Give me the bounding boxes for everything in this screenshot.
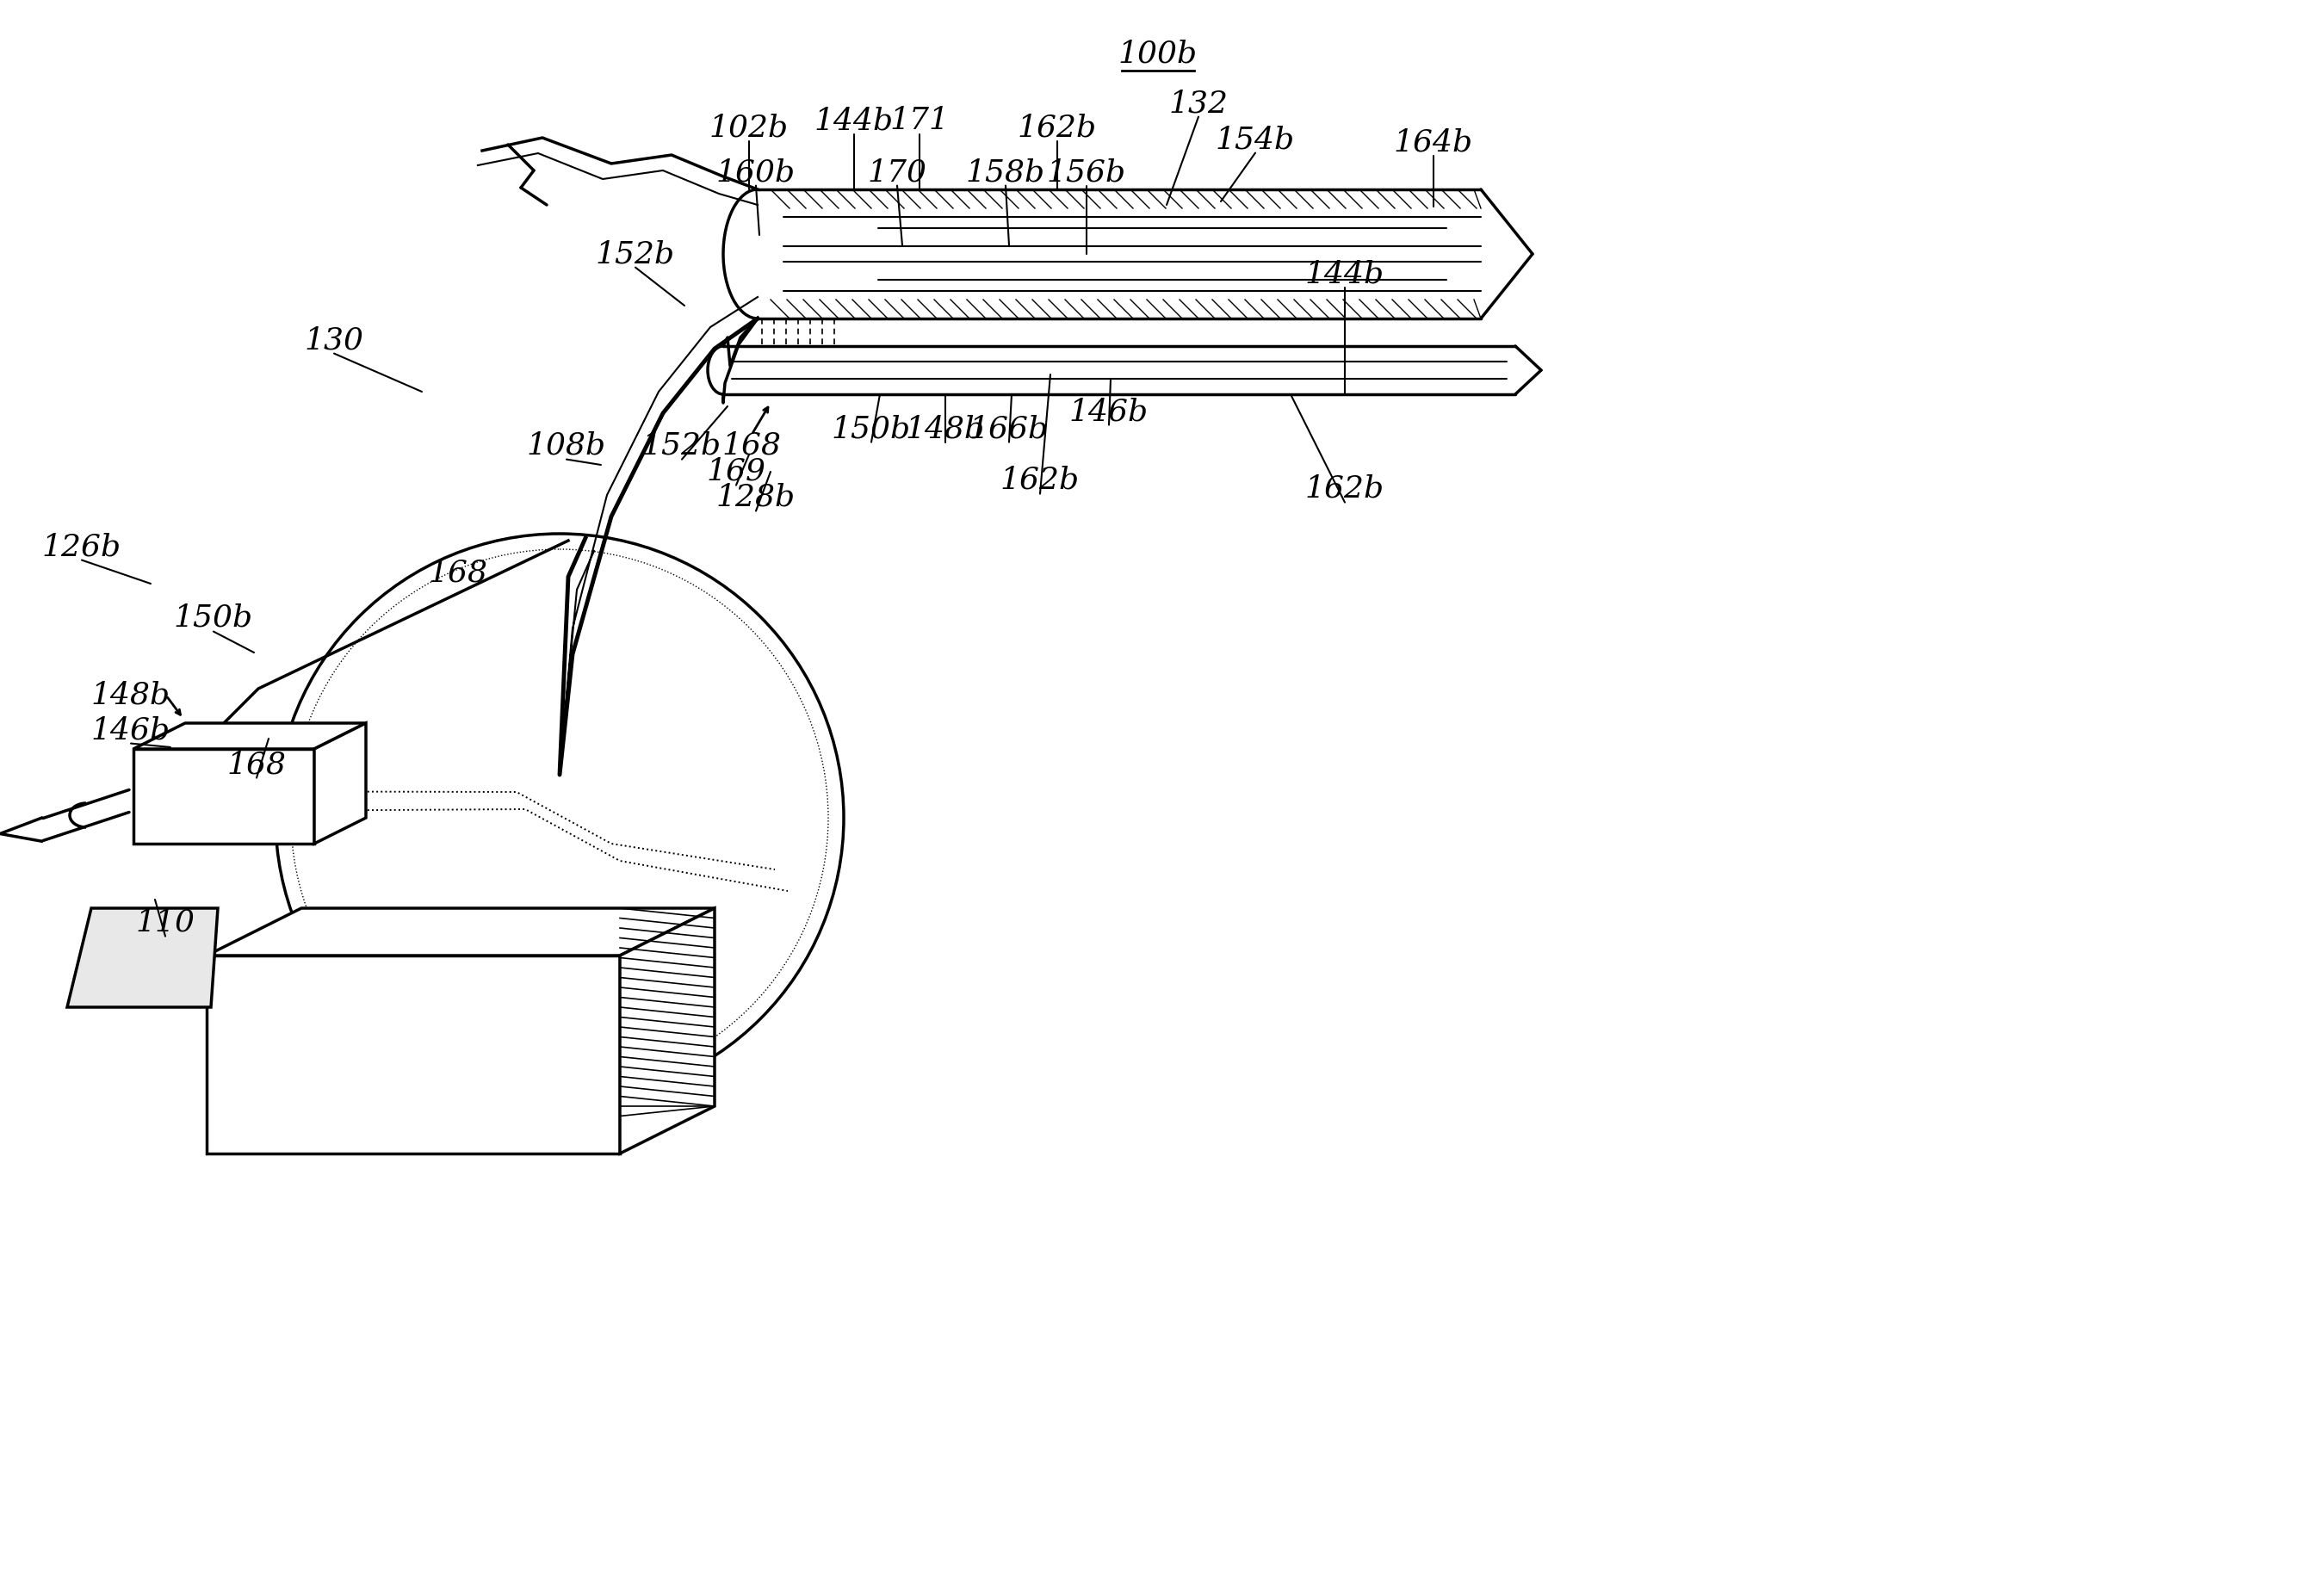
Text: 148b: 148b: [90, 681, 171, 710]
Bar: [723, 346, 1515, 394]
Text: 164b: 164b: [1394, 128, 1473, 156]
Text: 150b: 150b: [831, 413, 910, 444]
Text: 160b: 160b: [716, 158, 797, 187]
Text: 168: 168: [227, 750, 287, 779]
Polygon shape: [206, 908, 716, 956]
Polygon shape: [315, 723, 366, 844]
Text: 100b: 100b: [1119, 38, 1197, 69]
Text: 162b: 162b: [1306, 474, 1385, 504]
Text: 150b: 150b: [174, 603, 252, 632]
Bar: [206, 956, 621, 1154]
Bar: [134, 749, 315, 844]
Text: 126b: 126b: [42, 531, 120, 562]
Text: 168: 168: [428, 559, 489, 587]
Text: 148b: 148b: [906, 413, 984, 444]
Polygon shape: [67, 908, 218, 1007]
Text: 152b: 152b: [595, 239, 674, 268]
Text: 152b: 152b: [642, 431, 723, 461]
Text: 156b: 156b: [1047, 158, 1126, 187]
Text: 146b: 146b: [90, 715, 171, 745]
Text: 171: 171: [889, 105, 950, 136]
Text: 158b: 158b: [966, 158, 1045, 187]
Text: 144b: 144b: [1306, 259, 1385, 289]
Text: 170: 170: [868, 158, 926, 187]
Text: 110: 110: [137, 908, 195, 937]
Text: 166b: 166b: [970, 413, 1049, 444]
Text: 130: 130: [303, 326, 364, 354]
Text: 154b: 154b: [1216, 124, 1295, 155]
Text: 132: 132: [1170, 89, 1227, 118]
Text: 162b: 162b: [1017, 113, 1098, 142]
Text: 108b: 108b: [526, 431, 607, 461]
Polygon shape: [134, 723, 366, 749]
Text: 146b: 146b: [1070, 397, 1149, 426]
Bar: [757, 190, 1480, 319]
Text: 169: 169: [706, 456, 767, 487]
Text: 168: 168: [723, 431, 780, 461]
Text: 102b: 102b: [709, 113, 790, 142]
Text: 128b: 128b: [716, 484, 797, 512]
Text: 162b: 162b: [1001, 466, 1079, 495]
Text: 144b: 144b: [815, 105, 894, 136]
Polygon shape: [621, 908, 716, 1154]
